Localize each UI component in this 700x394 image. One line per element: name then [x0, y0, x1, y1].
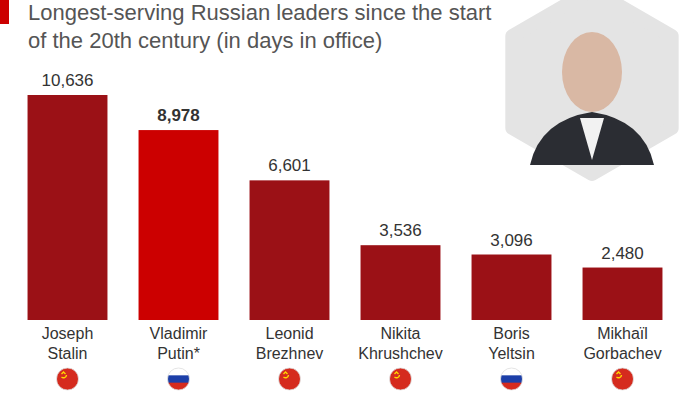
flag-border [57, 368, 79, 390]
flag-stripe [168, 368, 190, 376]
tick: JosephStalin [42, 320, 94, 362]
axis-line [13, 320, 679, 321]
flag-field [279, 368, 301, 390]
flag-emblem [617, 372, 622, 378]
flag [390, 368, 412, 390]
bar [472, 255, 552, 320]
tick-label: NikitaKhrushchev [358, 325, 443, 362]
flag-emblem [284, 372, 289, 378]
flag [501, 368, 523, 391]
photo-shirt [580, 118, 604, 160]
tick-label: LeonidBrezhnev [256, 325, 324, 362]
flag-emblem [395, 372, 400, 378]
photo-frame [512, 0, 671, 174]
bar [583, 268, 663, 320]
data-label: 3,096 [490, 231, 533, 250]
bar [361, 245, 441, 320]
flag-stripe [501, 375, 523, 383]
tick-label: BorisYeltsin [488, 325, 535, 362]
flag-stripe [501, 368, 523, 376]
tick-label: JosephStalin [42, 325, 94, 362]
flag-border [168, 368, 190, 390]
tick-label: MikhaïlGorbachev [583, 325, 661, 362]
bars [28, 95, 663, 320]
photo-suit [530, 112, 654, 165]
data-labels: 10,636 8,978 6,601 3,536 3,096 2,480 [42, 71, 644, 263]
bar [250, 180, 330, 320]
photo-face [562, 32, 622, 112]
x-axis: JosephStalin VladimirPutin* LeonidBrezhnev… [13, 320, 679, 362]
tick: NikitaKhrushchev [358, 320, 443, 362]
data-label: 6,601 [268, 156, 311, 175]
flag-field [390, 368, 412, 390]
flag [168, 368, 190, 391]
tick: VladimirPutin* [150, 320, 208, 362]
title-accent [0, 0, 9, 24]
bar [28, 95, 108, 320]
flag [612, 368, 634, 390]
data-label: 8,978 [157, 106, 200, 125]
flag-border [279, 368, 301, 390]
flag-border [390, 368, 412, 390]
flag [57, 368, 79, 390]
data-label: 3,536 [379, 221, 422, 240]
data-label: 10,636 [42, 71, 94, 90]
tick: BorisYeltsin [488, 320, 535, 362]
flag-border [501, 368, 523, 390]
bar [139, 130, 219, 320]
photo [512, 0, 671, 174]
flag-field [612, 368, 634, 390]
flags [57, 368, 634, 391]
data-label: 2,480 [601, 244, 644, 263]
flag-border [612, 368, 634, 390]
tick-label: VladimirPutin* [150, 325, 208, 362]
flag-stripe [168, 375, 190, 383]
flag [279, 368, 301, 390]
flag-emblem [62, 372, 67, 378]
flag-field [57, 368, 79, 390]
tick: LeonidBrezhnev [256, 320, 324, 362]
tick: MikhaïlGorbachev [583, 320, 661, 362]
title: Longest-serving Russian leaders since th… [28, 0, 491, 53]
